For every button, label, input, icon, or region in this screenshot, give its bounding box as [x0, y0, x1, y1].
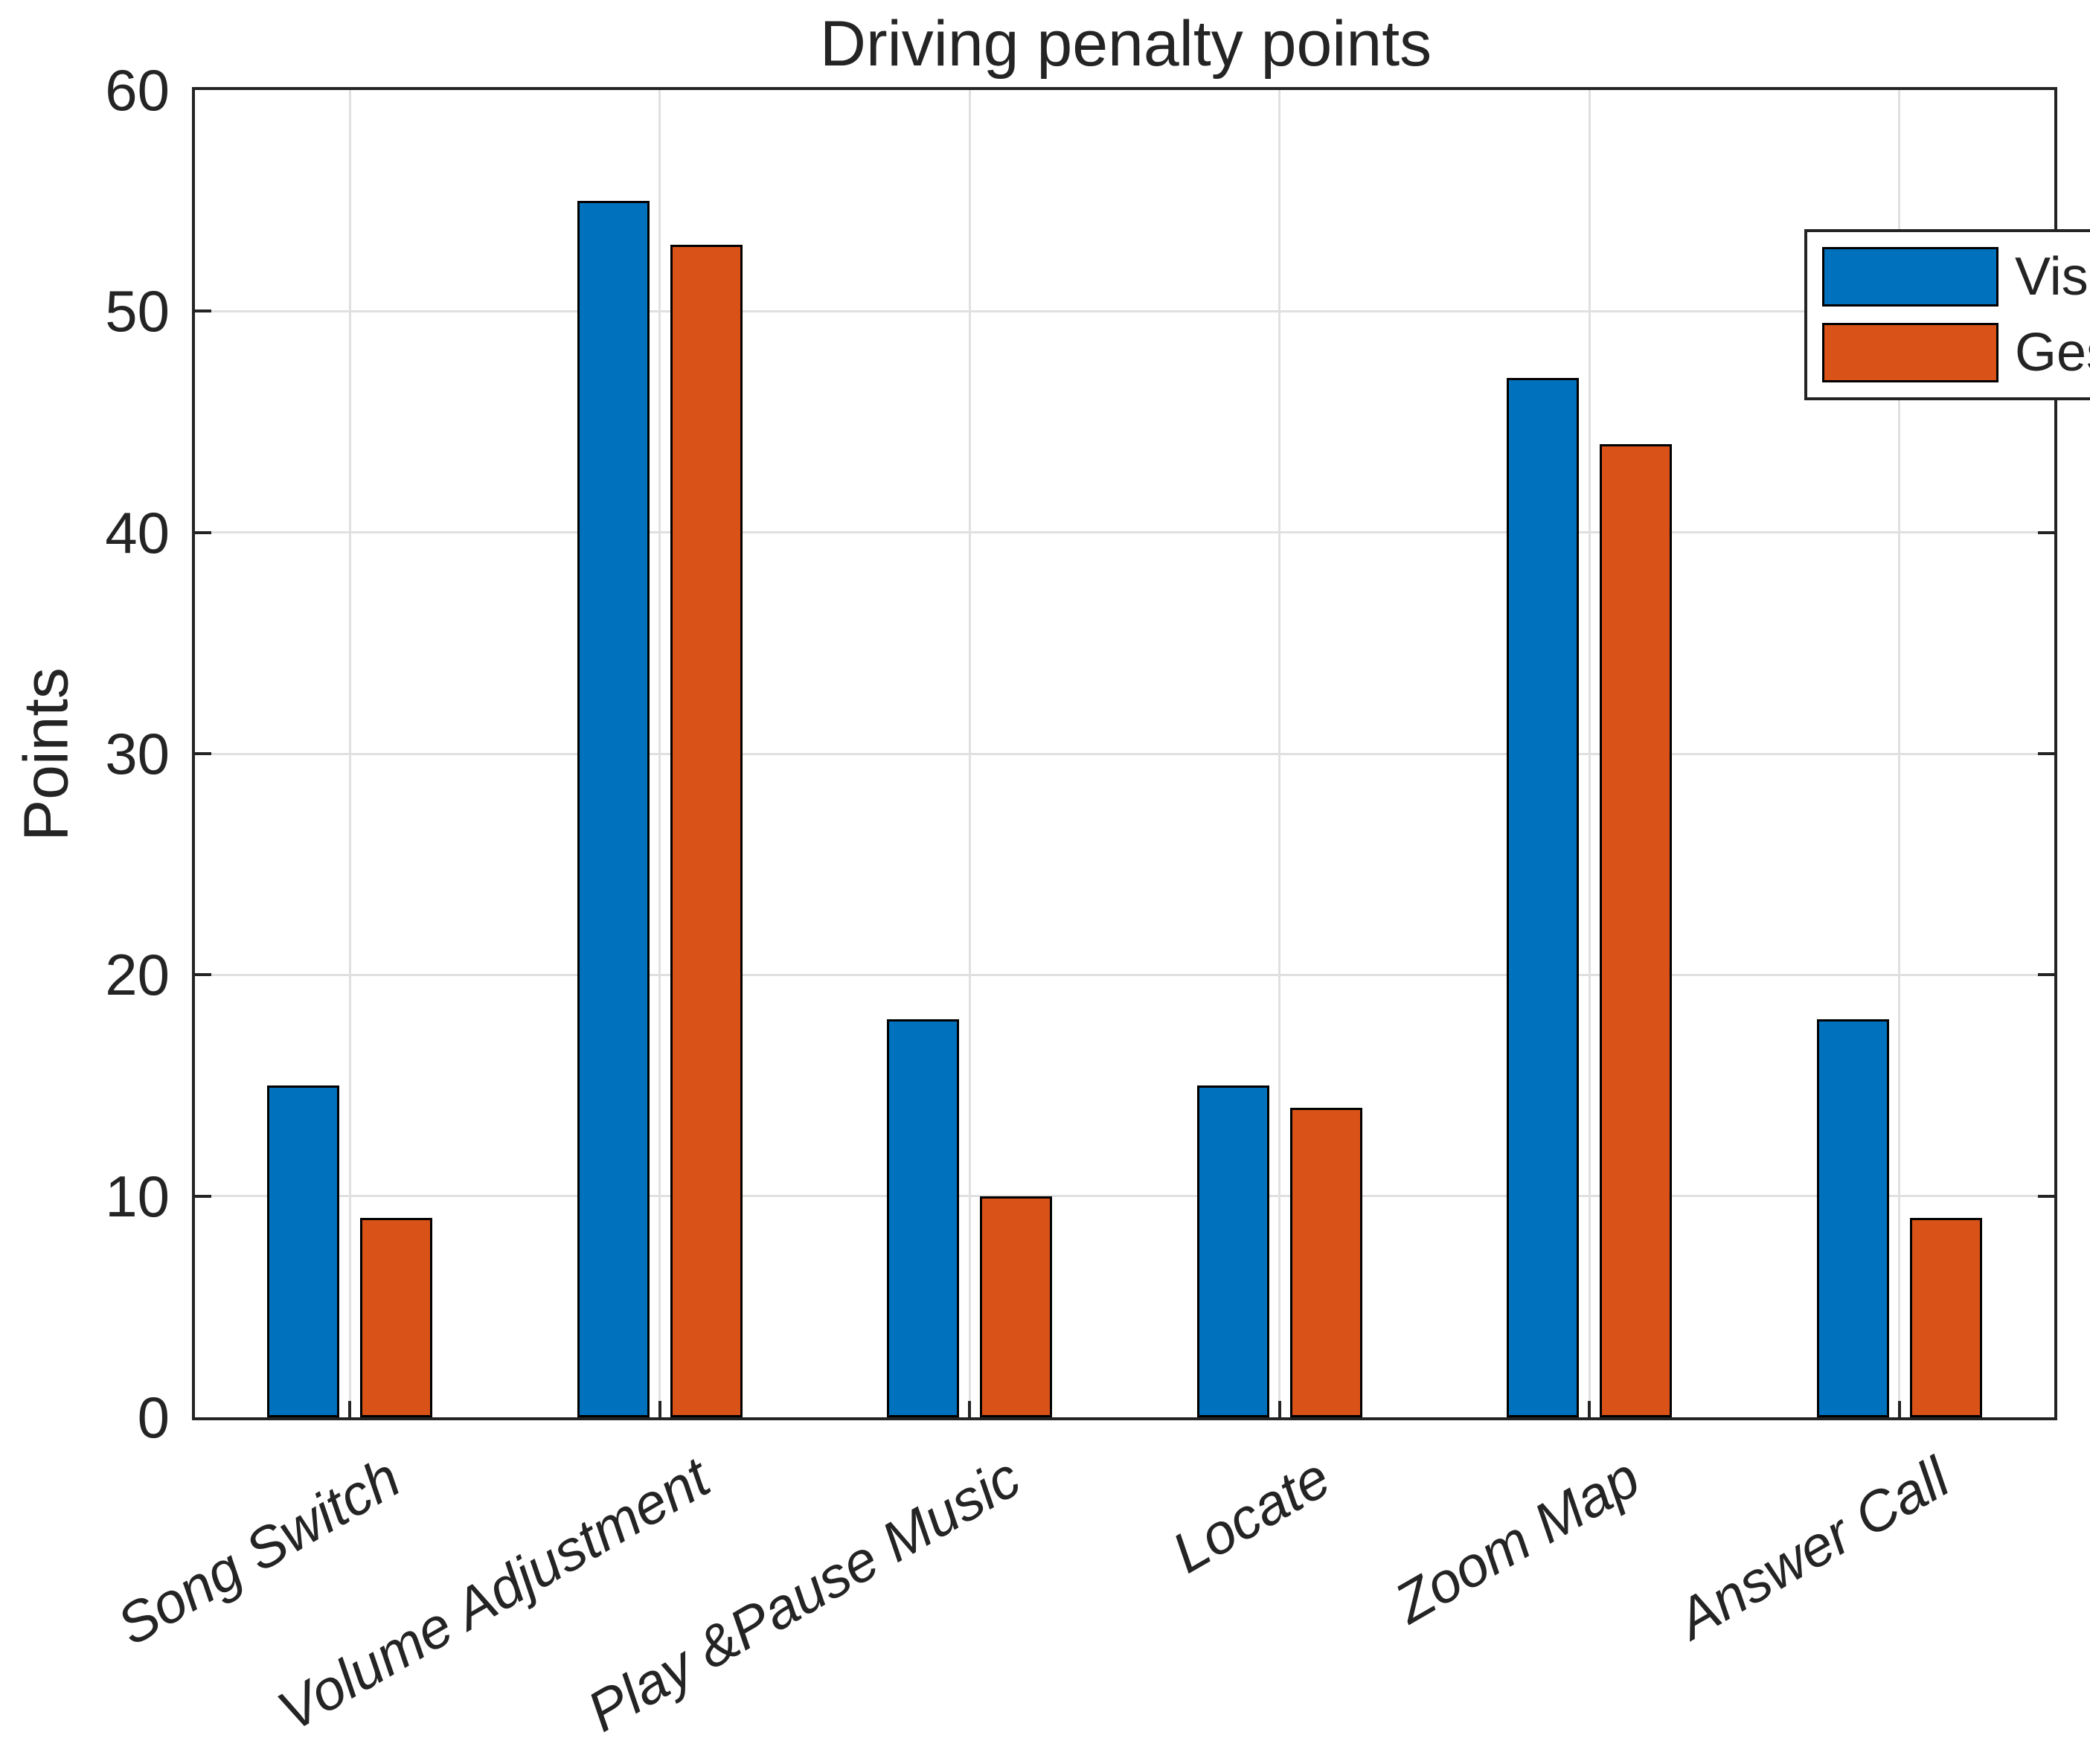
bar-gesture-answer-call	[1909, 1218, 1982, 1417]
y-tick-left-40	[195, 530, 211, 534]
y-tick-label-30: 30	[105, 721, 170, 786]
legend: Visual Gesture	[1804, 229, 2090, 400]
bar-gesture-song-switch	[360, 1218, 433, 1417]
legend-item-visual: Visual	[1807, 247, 2090, 307]
x-tick-locate	[1278, 1401, 1281, 1417]
y-tick-right-30	[2038, 752, 2054, 755]
gridline-y-30	[195, 752, 2054, 755]
x-tick-answer-call	[1897, 1401, 1901, 1417]
bar-gesture-locate	[1289, 1107, 1362, 1417]
x-tick-song-switch	[348, 1401, 352, 1417]
x-tick-play-pause-music	[968, 1401, 972, 1417]
gridline-x-answer-call	[1898, 90, 1901, 1417]
y-tick-right-40	[2038, 530, 2054, 534]
gridline-y-10	[195, 1195, 2054, 1198]
y-tick-right-20	[2038, 973, 2054, 977]
x-tick-volume-adjustment	[658, 1401, 661, 1417]
y-tick-label-0: 0	[137, 1385, 170, 1450]
x-tick-label-answer-call: Answer Call	[1667, 1446, 1961, 1652]
gridline-x-locate	[1278, 90, 1281, 1417]
bar-gesture-volume-adjustment	[670, 245, 743, 1417]
bar-visual-locate	[1196, 1085, 1269, 1417]
gridline-y-20	[195, 973, 2054, 976]
x-tick-zoom-map	[1588, 1401, 1591, 1417]
gridline-x-song-switch	[348, 90, 351, 1417]
y-tick-label-50: 50	[105, 278, 170, 344]
legend-label-gesture: Gesture	[2015, 323, 2090, 382]
gridline-x-volume-adjustment	[658, 90, 661, 1417]
y-tick-left-30	[195, 752, 211, 755]
gridline-x-play-pause-music	[968, 90, 971, 1417]
legend-item-gesture: Gesture	[1807, 323, 2090, 382]
bar-visual-song-switch	[267, 1085, 340, 1417]
y-tick-label-10: 10	[105, 1163, 170, 1229]
bar-visual-zoom-map	[1507, 377, 1580, 1417]
y-tick-left-10	[195, 1194, 211, 1198]
y-tick-left-50	[195, 309, 211, 313]
gridline-x-zoom-map	[1588, 90, 1591, 1417]
x-tick-label-zoom-map: Zoom Map	[1384, 1446, 1650, 1636]
x-tick-label-song-switch: Song Switch	[106, 1446, 411, 1658]
bar-gesture-zoom-map	[1600, 443, 1673, 1417]
bar-visual-volume-adjustment	[577, 200, 650, 1417]
legend-label-visual: Visual	[2015, 247, 2090, 307]
gridline-y-50	[195, 309, 2054, 312]
bar-visual-play-pause-music	[887, 1019, 960, 1417]
y-tick-left-20	[195, 973, 211, 977]
x-tick-label-locate: Locate	[1161, 1446, 1341, 1585]
y-tick-right-10	[2038, 1194, 2054, 1198]
y-tick-label-20: 20	[105, 942, 170, 1008]
plot-area: Visual Gesture	[192, 87, 2090, 1420]
bar-visual-answer-call	[1816, 1019, 1889, 1417]
bar-gesture-play-pause-music	[980, 1196, 1053, 1417]
chart-title: Driving penalty points	[819, 8, 1432, 80]
legend-swatch-gesture	[1822, 323, 1998, 382]
y-tick-label-40: 40	[105, 499, 170, 565]
y-tick-label-60: 60	[105, 57, 170, 123]
legend-swatch-visual	[1822, 247, 1998, 307]
gridline-y-40	[195, 531, 2054, 534]
